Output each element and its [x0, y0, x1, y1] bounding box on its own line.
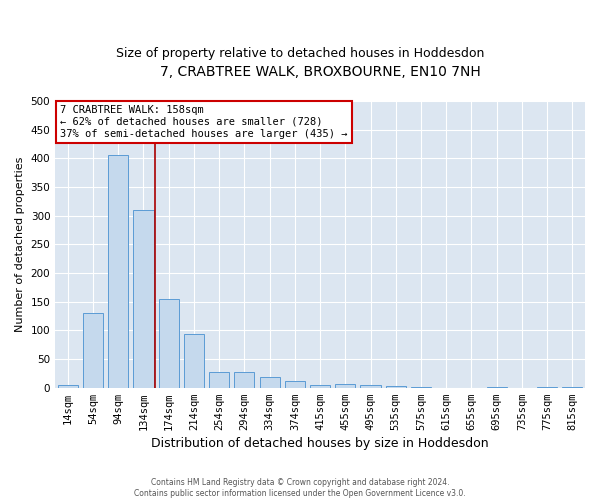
Text: Size of property relative to detached houses in Hoddesdon: Size of property relative to detached ho… [116, 48, 484, 60]
Bar [260, 377, 280, 388]
Bar [537, 387, 557, 388]
Bar [487, 387, 507, 388]
X-axis label: Distribution of detached houses by size in Hoddesdon: Distribution of detached houses by size … [151, 437, 489, 450]
Y-axis label: Number of detached properties: Number of detached properties [15, 156, 25, 332]
Text: Contains HM Land Registry data © Crown copyright and database right 2024.
Contai: Contains HM Land Registry data © Crown c… [134, 478, 466, 498]
Bar [108, 156, 128, 388]
Bar [158, 299, 179, 388]
Bar [83, 313, 103, 388]
Text: 7 CRABTREE WALK: 158sqm
← 62% of detached houses are smaller (728)
37% of semi-d: 7 CRABTREE WALK: 158sqm ← 62% of detache… [61, 106, 348, 138]
Bar [285, 382, 305, 388]
Bar [209, 372, 229, 388]
Bar [335, 384, 355, 388]
Bar [58, 385, 78, 388]
Bar [386, 386, 406, 388]
Title: 7, CRABTREE WALK, BROXBOURNE, EN10 7NH: 7, CRABTREE WALK, BROXBOURNE, EN10 7NH [160, 65, 481, 79]
Bar [562, 387, 583, 388]
Bar [361, 385, 380, 388]
Bar [235, 372, 254, 388]
Bar [411, 387, 431, 388]
Bar [310, 385, 330, 388]
Bar [184, 334, 204, 388]
Bar [133, 210, 154, 388]
